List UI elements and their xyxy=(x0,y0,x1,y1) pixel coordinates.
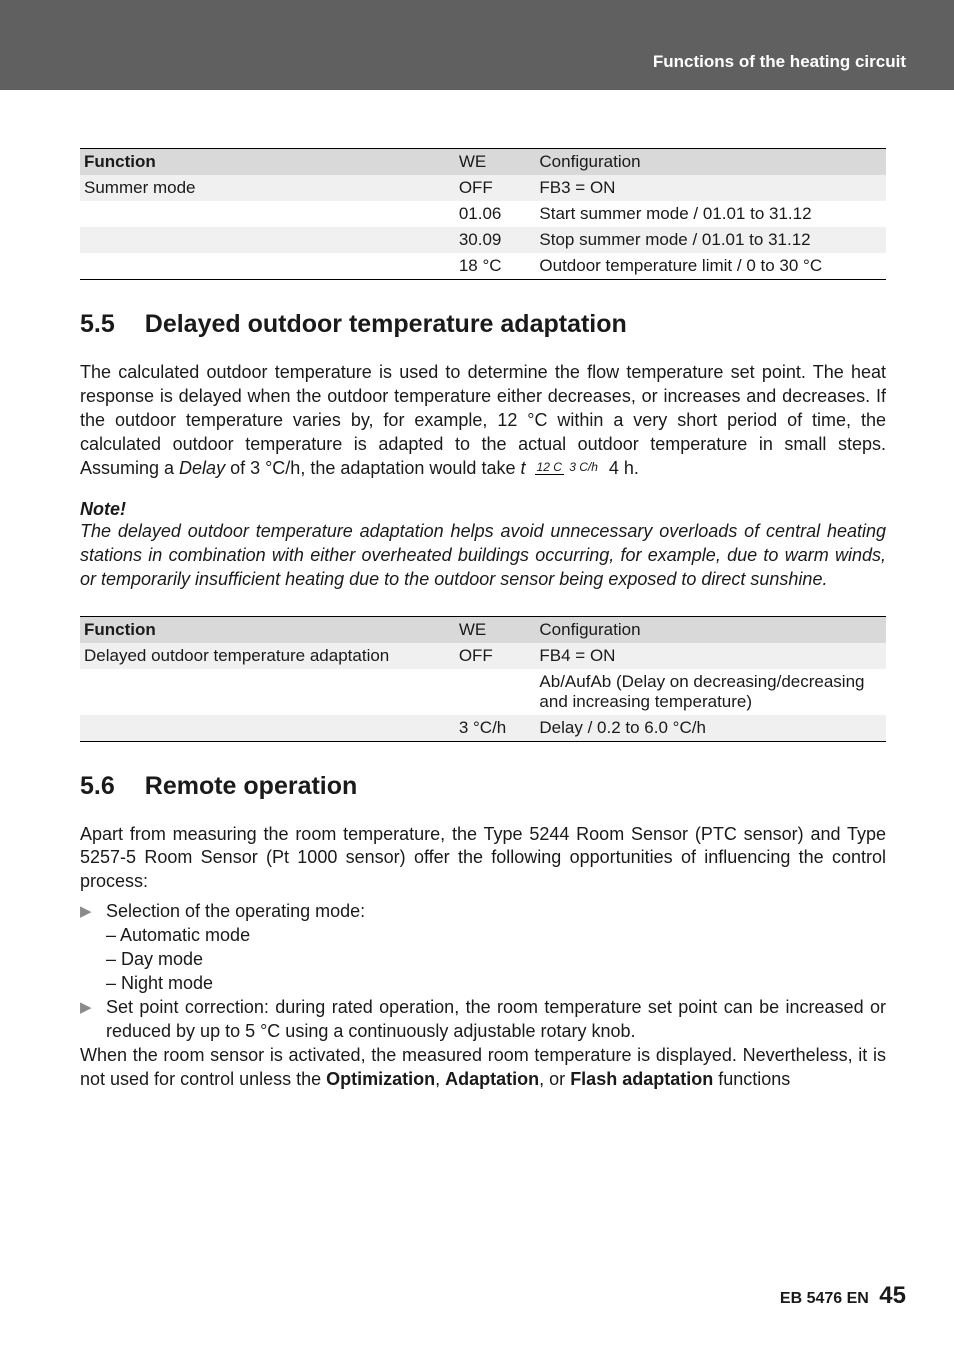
arrow-icon: ▶ xyxy=(80,902,92,922)
cell xyxy=(80,201,459,227)
cell: OFF xyxy=(459,643,540,669)
fraction-denominator: 3 C/h xyxy=(567,460,600,474)
cell: Outdoor temperature limit / 0 to 30 °C xyxy=(539,253,886,279)
text: 4 h. xyxy=(604,458,639,478)
table1-bottom-rule xyxy=(80,279,886,280)
heading-5-5-num: 5.5 xyxy=(80,310,115,338)
section56-para2: When the room sensor is activated, the m… xyxy=(80,1044,886,1092)
note-body: The delayed outdoor temperature adaptati… xyxy=(80,520,886,592)
table2-bottom-rule xyxy=(80,741,886,742)
cell: FB4 = ON xyxy=(539,643,886,669)
cell: Stop summer mode / 01.01 to 31.12 xyxy=(539,227,886,253)
table-row: 3 °C/h Delay / 0.2 to 6.0 °C/h xyxy=(80,715,886,741)
table1-h2: WE xyxy=(459,149,540,175)
cell: OFF xyxy=(459,175,540,201)
footer: EB 5476 EN 45 xyxy=(780,1282,906,1310)
cell: Delayed outdoor temperature adaptation xyxy=(80,643,459,669)
bold-adaptation: Adaptation xyxy=(445,1069,539,1089)
table2-h3: Configuration xyxy=(539,617,886,643)
section55-paragraph: The calculated outdoor temperature is us… xyxy=(80,361,886,481)
t-var: t xyxy=(520,458,525,478)
section56-para1: Apart from measuring the room temperatur… xyxy=(80,823,886,895)
list-item-lead: Selection of the operating mode: xyxy=(106,901,365,921)
table2-header-row: Function WE Configuration xyxy=(80,617,886,643)
text: of 3 °C/h, the adaptation would take xyxy=(225,458,520,478)
text: , or xyxy=(539,1069,570,1089)
cell: Start summer mode / 01.01 to 31.12 xyxy=(539,201,886,227)
heading-5-6-num: 5.6 xyxy=(80,772,115,800)
table1-h3: Configuration xyxy=(539,149,886,175)
cell xyxy=(459,669,540,715)
cell xyxy=(80,715,459,741)
cell: Summer mode xyxy=(80,175,459,201)
table-row: 01.06 Start summer mode / 01.01 to 31.12 xyxy=(80,201,886,227)
table-row: Delayed outdoor temperature adaptation O… xyxy=(80,643,886,669)
heading-5-5-title: Delayed outdoor temperature adaptation xyxy=(145,310,627,338)
cell: 01.06 xyxy=(459,201,540,227)
table1-h1: Function xyxy=(80,149,459,175)
list-item-lead: Set point correction: during rated opera… xyxy=(106,997,886,1041)
delay-word: Delay xyxy=(179,458,225,478)
cell: 18 °C xyxy=(459,253,540,279)
table2-h1: Function xyxy=(80,617,459,643)
list-item: ▶ Set point correction: during rated ope… xyxy=(80,996,886,1044)
table2-h2: WE xyxy=(459,617,540,643)
table-summer-mode: Function WE Configuration Summer mode OF… xyxy=(80,149,886,279)
bold-flash: Flash adaptation xyxy=(570,1069,713,1089)
header-banner: Functions of the heating circuit xyxy=(0,0,954,90)
table-row: Summer mode OFF FB3 = ON xyxy=(80,175,886,201)
heading-5-6-title: Remote operation xyxy=(145,772,358,800)
cell xyxy=(80,227,459,253)
bold-optimization: Optimization xyxy=(326,1069,435,1089)
cell: 30.09 xyxy=(459,227,540,253)
cell xyxy=(80,669,459,715)
cell: FB3 = ON xyxy=(539,175,886,201)
arrow-icon: ▶ xyxy=(80,998,92,1018)
page-content: Function WE Configuration Summer mode OF… xyxy=(0,90,954,1092)
fraction-numerator: 12 C xyxy=(535,460,564,475)
table-row: 18 °C Outdoor temperature limit / 0 to 3… xyxy=(80,253,886,279)
sub-item: – Night mode xyxy=(80,972,886,996)
footer-page: 45 xyxy=(879,1282,906,1309)
table-delayed-adaptation: Function WE Configuration Delayed outdoo… xyxy=(80,617,886,741)
heading-5-6: 5.6 Remote operation xyxy=(80,772,886,801)
header-title: Functions of the heating circuit xyxy=(653,52,906,72)
footer-eb: EB 5476 EN xyxy=(780,1290,869,1307)
sub-item: – Day mode xyxy=(80,948,886,972)
table1-header-row: Function WE Configuration xyxy=(80,149,886,175)
cell: 3 °C/h xyxy=(459,715,540,741)
cell xyxy=(80,253,459,279)
list-item: ▶ Selection of the operating mode: xyxy=(80,900,886,924)
heading-5-5: 5.5 Delayed outdoor temperature adaptatio… xyxy=(80,310,886,339)
table-row: Ab/AufAb (Delay on decreasing/decreasing… xyxy=(80,669,886,715)
text: , xyxy=(435,1069,445,1089)
fraction: 12 C 3 C/h xyxy=(535,461,600,473)
note-label: Note! xyxy=(80,499,886,520)
sub-item: – Automatic mode xyxy=(80,924,886,948)
bullet-list: ▶ Selection of the operating mode: xyxy=(80,900,886,924)
cell: Ab/AufAb (Delay on decreasing/decreasing… xyxy=(539,669,886,715)
text: functions xyxy=(713,1069,790,1089)
cell: Delay / 0.2 to 6.0 °C/h xyxy=(539,715,886,741)
table-row: 30.09 Stop summer mode / 01.01 to 31.12 xyxy=(80,227,886,253)
bullet-list: ▶ Set point correction: during rated ope… xyxy=(80,996,886,1044)
